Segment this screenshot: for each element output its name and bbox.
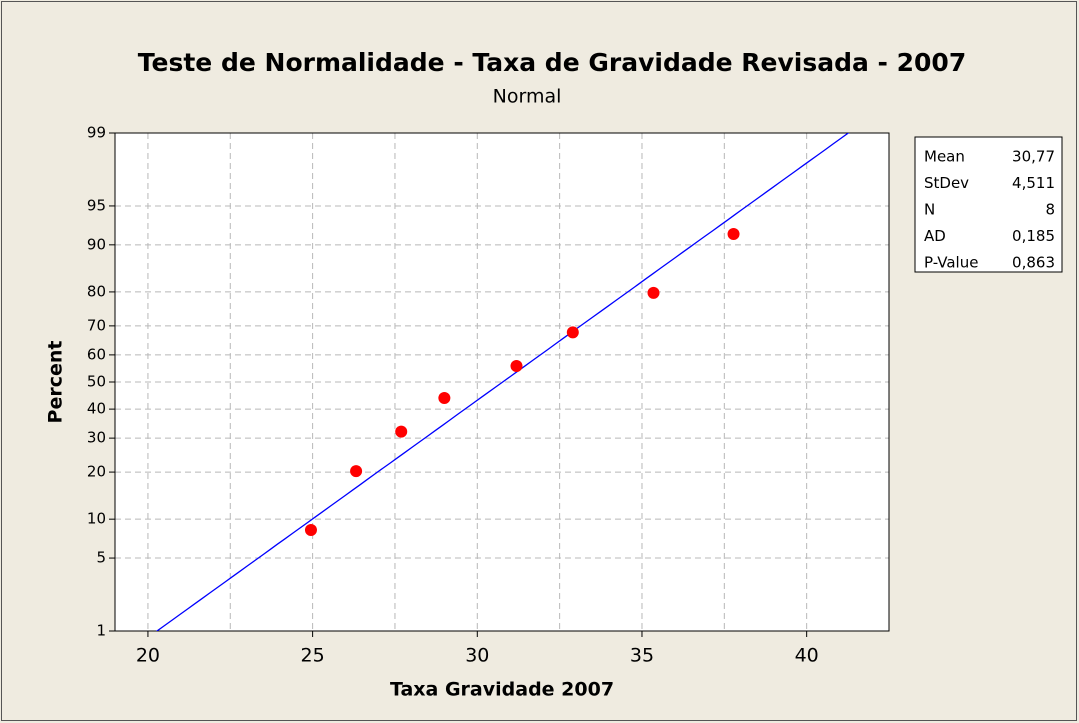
y-tick-label: 50 (87, 373, 106, 391)
data-point (304, 524, 317, 537)
x-tick-label: 40 (795, 645, 819, 667)
x-tick-label: 30 (465, 645, 489, 667)
stat-name: P-Value (924, 254, 978, 272)
chart-title: Teste de Normalidade - Taxa de Gravidade… (138, 48, 966, 77)
y-tick-label: 30 (87, 429, 106, 447)
y-tick-label: 95 (87, 196, 106, 214)
x-tick-label: 25 (301, 645, 325, 667)
y-tick-label: 20 (87, 463, 106, 481)
stat-value: 0,863 (1012, 254, 1055, 272)
data-point (727, 227, 740, 240)
y-tick-label: 60 (87, 345, 106, 363)
chart-subtitle: Normal (493, 86, 562, 108)
plot-border (114, 132, 890, 632)
stat-value: 0,185 (1012, 227, 1055, 245)
y-tick-label: 10 (87, 510, 106, 528)
stat-name: AD (924, 227, 946, 245)
data-point (566, 326, 579, 339)
y-tick-label: 80 (87, 282, 106, 300)
x-tick-label: 20 (136, 645, 160, 667)
x-tick-label: 35 (630, 645, 654, 667)
data-point (395, 425, 408, 438)
y-tick-label: 70 (87, 316, 106, 334)
y-tick-label: 90 (87, 235, 106, 253)
y-tick-label: 5 (96, 549, 106, 567)
stat-value: 8 (1045, 201, 1055, 219)
stat-name: Mean (924, 148, 965, 166)
fit-line (155, 133, 850, 631)
stat-name: StDev (924, 174, 969, 192)
stats-box (914, 136, 1063, 273)
data-point (510, 359, 523, 372)
data-point (438, 392, 451, 405)
y-axis-label: Percent (45, 341, 67, 424)
stat-value: 30,77 (1012, 148, 1055, 166)
y-tick-label: 40 (87, 400, 106, 418)
x-axis-label: Taxa Gravidade 2007 (390, 679, 614, 701)
data-point (350, 465, 363, 478)
data-point (647, 286, 660, 299)
y-tick-label: 99 (87, 124, 106, 142)
stat-name: N (924, 201, 935, 219)
stat-value: 4,511 (1012, 174, 1055, 192)
y-tick-label: 1 (96, 622, 106, 640)
